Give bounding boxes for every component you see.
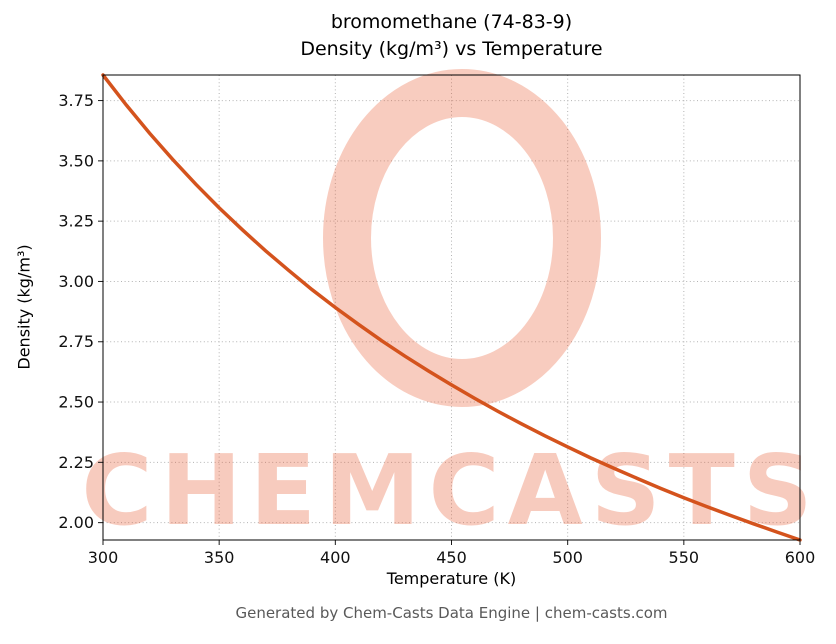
watermark: CHEMCASTS <box>81 69 820 547</box>
x-tick-label: 550 <box>669 548 700 567</box>
y-tick-label: 3.25 <box>58 212 94 231</box>
x-tick-label: 600 <box>785 548 816 567</box>
y-tick-label: 2.25 <box>58 453 94 472</box>
y-tick-label: 3.00 <box>58 272 94 291</box>
y-tick-label: 2.00 <box>58 513 94 532</box>
y-tick-label: 3.75 <box>58 91 94 110</box>
attribution-footer: Generated by Chem-Casts Data Engine | ch… <box>235 604 668 622</box>
y-tick-label: 3.50 <box>58 151 94 170</box>
x-axis-label: Temperature (K) <box>386 569 517 588</box>
axis-layer: 300 350 400 450 500 550 600 2.00 2.25 2.50 2.75 3.0… <box>58 74 816 567</box>
watermark-text: CHEMCASTS <box>81 434 820 547</box>
chart-title-line2: Density (kg/m³) vs Temperature <box>300 37 603 60</box>
x-tick-label: 400 <box>320 548 351 567</box>
density-curve <box>101 73 802 542</box>
chart-title-line1: bromomethane (74-83-9) <box>330 11 573 33</box>
watermark-logo-ring <box>323 69 601 407</box>
y-axis-label: Density (kg/m³) <box>14 244 34 370</box>
x-tick-label: 300 <box>88 548 119 567</box>
x-tick-label: 450 <box>436 548 467 567</box>
x-tick-label: 500 <box>552 548 583 567</box>
y-tick-label: 2.75 <box>58 332 94 351</box>
grid-layer <box>102 75 801 540</box>
chart-title: bromomethane (74-83-9) Density (kg/m³) v… <box>103 9 800 63</box>
curve-layer <box>101 73 802 542</box>
plot-border <box>102 74 801 541</box>
y-tick-label: 2.50 <box>58 393 94 412</box>
x-tick-label: 350 <box>204 548 235 567</box>
